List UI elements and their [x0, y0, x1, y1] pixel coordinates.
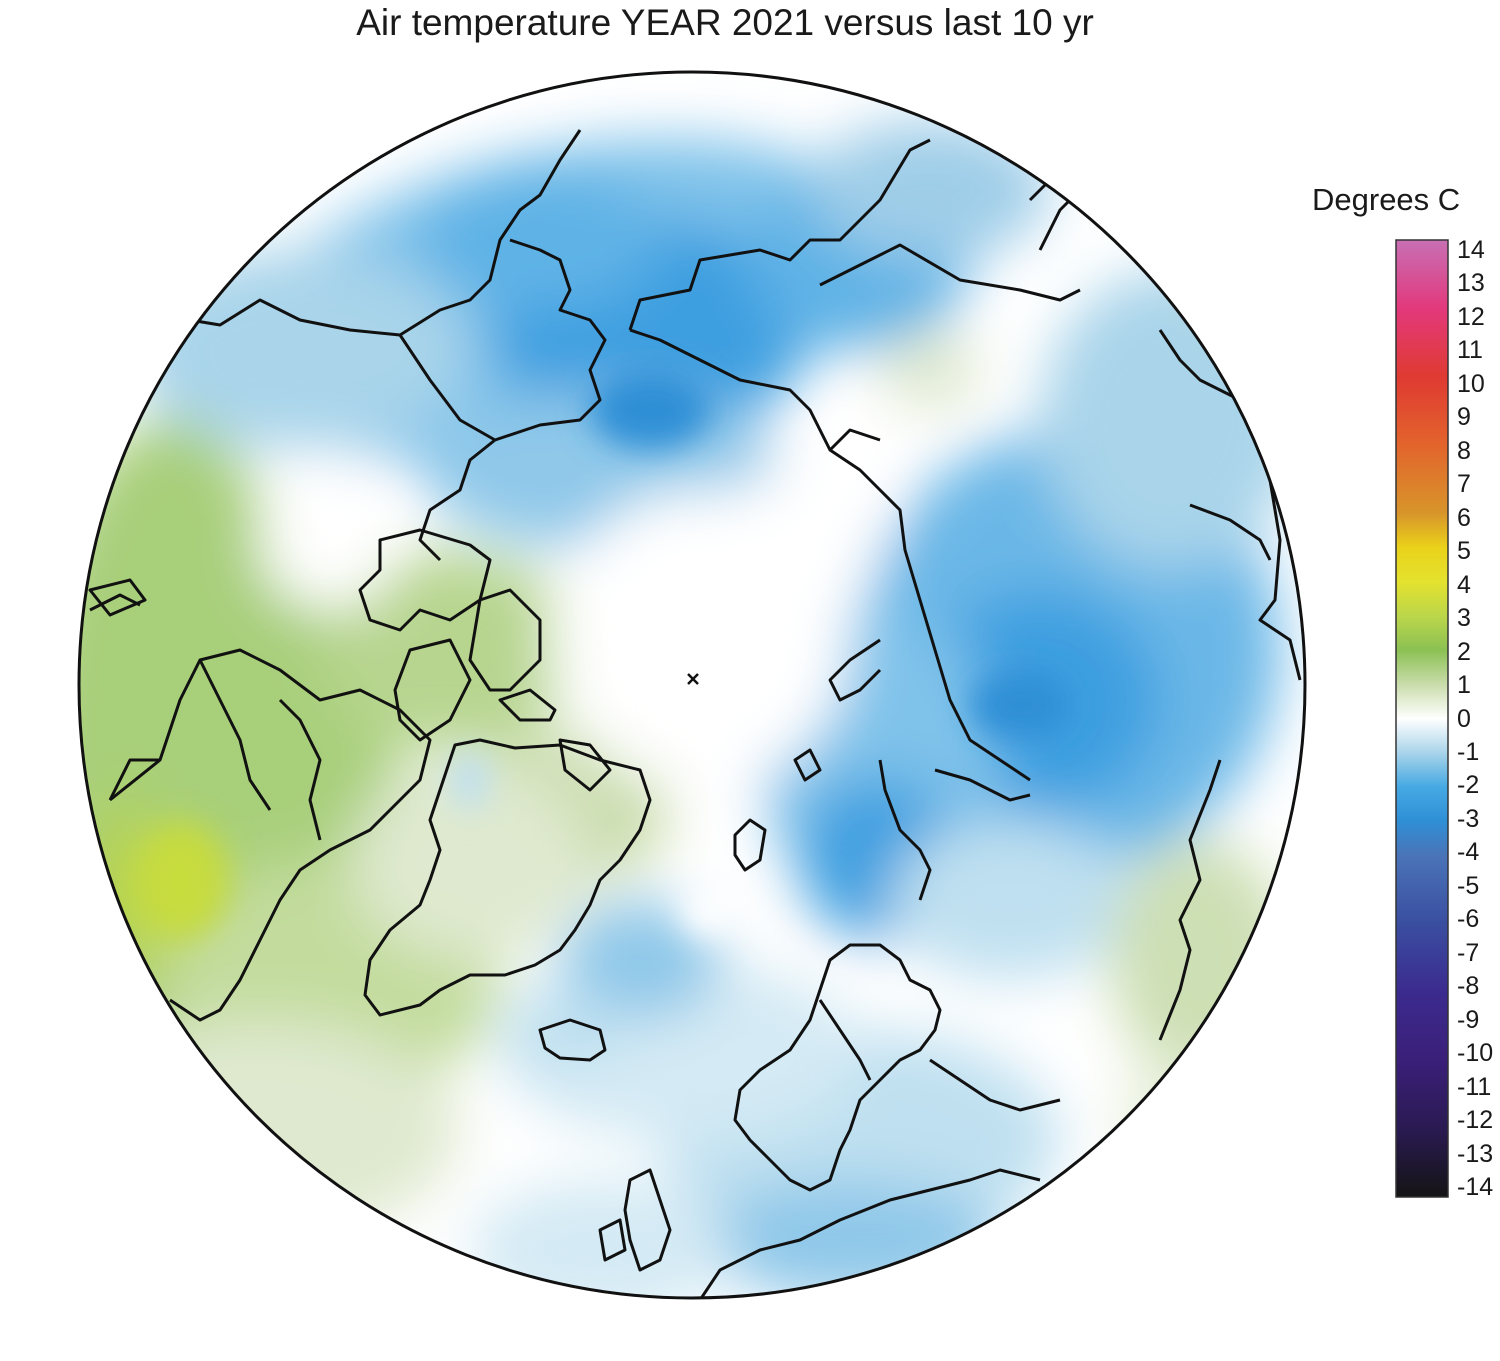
colorbar-tick-label: 5 [1457, 537, 1471, 566]
colorbar-tick-label: -10 [1457, 1039, 1494, 1068]
colorbar-tick-label: 6 [1457, 503, 1471, 532]
colorbar-tick-label: -14 [1457, 1173, 1494, 1201]
colorbar-tick-label: -8 [1457, 972, 1480, 1001]
colorbar-tick-label: 13 [1457, 269, 1485, 298]
colorbar-tick-label: -4 [1457, 838, 1480, 867]
map-title: Air temperature YEAR 2021 versus last 10… [356, 2, 1094, 43]
colorbar [1395, 239, 1449, 1198]
colorbar-tick-label: 12 [1457, 302, 1485, 331]
pole-x-mark [687, 673, 699, 685]
colorbar-tick-label: -9 [1457, 1005, 1480, 1034]
colorbar-tick-label: -1 [1457, 737, 1480, 766]
colorbar-tick-label: 14 [1457, 236, 1485, 264]
colorbar-tick-label: -6 [1457, 905, 1480, 934]
colorbar-tick-label: -2 [1457, 771, 1480, 800]
anomaly-field [79, 72, 1305, 1298]
colorbar-tick-label: -12 [1457, 1106, 1494, 1135]
colorbar-tick-label: 4 [1457, 570, 1471, 599]
colorbar-tick-label: 8 [1457, 436, 1471, 465]
globe-outline [77, 70, 1307, 1300]
colorbar-tick-label: -7 [1457, 938, 1480, 967]
colorbar-tick-label: 3 [1457, 604, 1471, 633]
colorbar-tick-label: -5 [1457, 871, 1480, 900]
colorbar-tick-label: 7 [1457, 470, 1471, 499]
colorbar-tick-label: 2 [1457, 637, 1471, 666]
colorbar-units: Degrees C [1312, 182, 1461, 217]
colorbar-tick-label: 9 [1457, 403, 1471, 432]
colorbar-tick-label: 10 [1457, 369, 1485, 398]
colorbar-tick-label: -11 [1457, 1072, 1492, 1101]
colorbar-tick-label: 0 [1457, 704, 1471, 733]
colorbar-tick-label: -3 [1457, 804, 1480, 833]
colorbar-tick-label: 1 [1457, 671, 1471, 700]
colorbar-tick-label: -13 [1457, 1139, 1494, 1168]
colorbar-tick-label: 11 [1457, 336, 1483, 365]
